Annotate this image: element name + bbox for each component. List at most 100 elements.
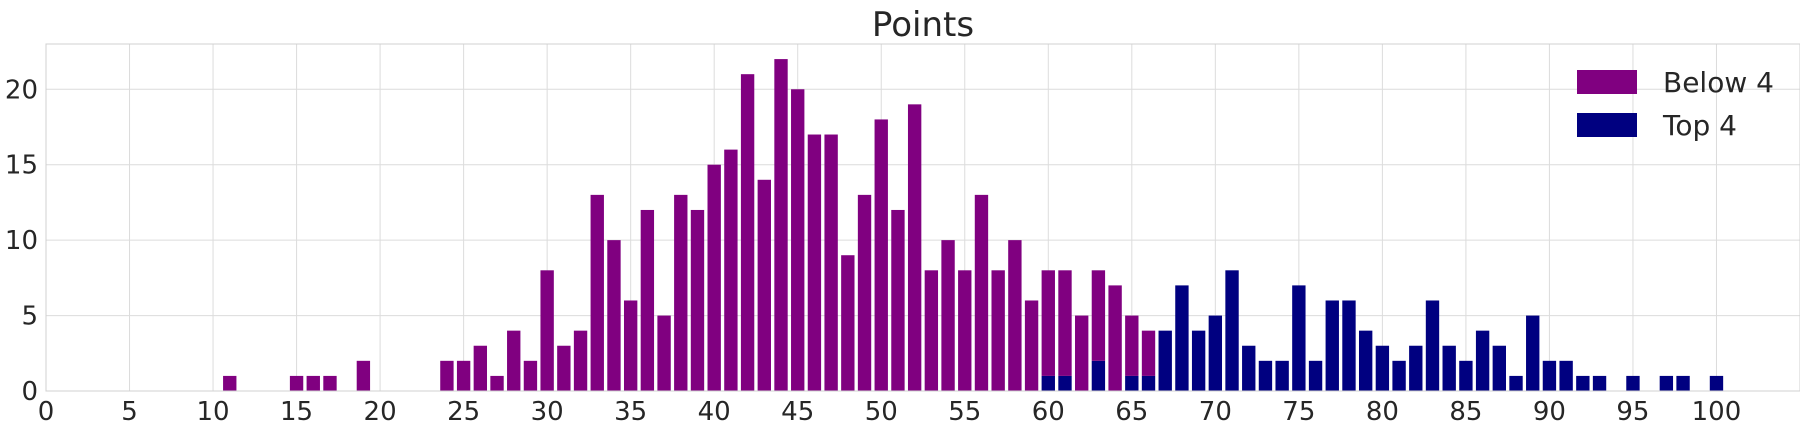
bar-below-4 (1008, 240, 1022, 391)
bar-below-4 (1024, 300, 1039, 391)
bar-below-4 (623, 300, 638, 391)
bar-below-4 (774, 59, 788, 392)
bar-top-4 (1308, 360, 1323, 391)
bar-below-4 (707, 164, 721, 391)
x-tick-label: 30 (531, 397, 564, 427)
bar-below-4 (440, 360, 454, 391)
legend: Below 4 Top 4 (1577, 66, 1774, 142)
legend-swatch-top-4 (1577, 113, 1637, 137)
bar-below-4 (740, 74, 755, 391)
bar-below-4 (590, 194, 604, 391)
bar-below-4 (223, 375, 237, 391)
bar-below-4 (891, 209, 905, 391)
legend-label-below-4: Below 4 (1663, 66, 1774, 99)
bar-below-4 (473, 345, 488, 391)
bar-top-4 (1475, 330, 1490, 391)
bar-below-4 (1108, 285, 1122, 391)
bar-below-4 (607, 240, 621, 391)
x-tick-label: 60 (1032, 397, 1065, 427)
bar-top-4 (1242, 345, 1256, 391)
bar-below-4 (640, 209, 655, 391)
bar-top-4 (1392, 360, 1406, 391)
x-tick-label: 95 (1616, 397, 1649, 427)
bar-top-4 (1125, 375, 1139, 391)
bar-top-4 (1459, 360, 1473, 391)
bar-below-4 (490, 375, 504, 391)
x-tick-label: 85 (1449, 397, 1482, 427)
bar-top-4 (1275, 360, 1289, 391)
bar-below-4 (323, 375, 337, 391)
x-tick-label: 80 (1366, 397, 1399, 427)
x-tick-label: 10 (197, 397, 230, 427)
x-tick-label: 65 (1115, 397, 1148, 427)
bar-top-4 (1041, 375, 1055, 391)
bar-below-4 (1058, 270, 1072, 376)
bar-below-4 (289, 375, 304, 391)
bar-top-4 (1141, 375, 1156, 391)
bar-below-4 (507, 330, 521, 391)
bar-top-4 (1258, 360, 1273, 391)
bar-below-4 (791, 89, 805, 392)
bar-below-4 (991, 270, 1005, 391)
bar-top-4 (1375, 345, 1390, 391)
bar-below-4 (824, 134, 838, 392)
bar-top-4 (1526, 315, 1540, 391)
bar-below-4 (1125, 315, 1139, 376)
bar-below-4 (958, 270, 972, 391)
bar-below-4 (724, 149, 738, 391)
bar-below-4 (657, 315, 671, 391)
legend-swatch-below-4 (1577, 70, 1637, 94)
y-tick-label: 20 (5, 75, 38, 105)
x-tick-label: 5 (121, 397, 138, 427)
bar-top-4 (1576, 375, 1590, 391)
bar-below-4 (573, 330, 588, 391)
bar-top-4 (1676, 375, 1690, 391)
bar-top-4 (1709, 375, 1724, 391)
bar-below-4 (1075, 315, 1089, 391)
x-tick-label: 90 (1533, 397, 1566, 427)
bar-below-4 (874, 119, 888, 391)
bar-top-4 (1409, 345, 1423, 391)
y-tick-labels: 0 5 10 15 20 (5, 75, 38, 407)
bar-top-4 (1509, 375, 1523, 391)
bar-below-4 (857, 194, 872, 391)
chart-title: Points (872, 5, 974, 45)
bar-top-4 (1492, 345, 1506, 391)
bar-below-4 (941, 240, 955, 391)
bar-top-4 (1425, 300, 1440, 391)
bar-top-4 (1659, 375, 1674, 391)
bar-below-4 (690, 209, 705, 391)
bar-below-4 (974, 194, 989, 391)
bar-below-4 (456, 360, 471, 391)
bar-top-4 (1342, 300, 1356, 391)
bar-top-4 (1325, 300, 1339, 391)
bar-below-4 (540, 270, 554, 391)
bar-below-4 (557, 345, 571, 391)
x-tick-label: 100 (1692, 397, 1742, 427)
bar-below-4 (807, 134, 822, 392)
bar-top-4 (1442, 345, 1456, 391)
legend-label-top-4: Top 4 (1662, 109, 1737, 142)
bar-top-4 (1592, 375, 1607, 391)
bar-below-4 (841, 255, 855, 391)
x-tick-label: 35 (614, 397, 647, 427)
bar-below-4 (1041, 270, 1055, 376)
bar-below-4 (1141, 330, 1156, 376)
bar-top-4 (1208, 315, 1223, 391)
x-tick-label: 15 (280, 397, 313, 427)
bar-top-4 (1542, 360, 1557, 391)
y-tick-label: 5 (21, 302, 38, 332)
y-tick-label: 10 (5, 226, 38, 256)
bar-top-4 (1191, 330, 1206, 391)
bar-top-4 (1158, 330, 1172, 391)
bar-below-4 (924, 270, 939, 391)
x-tick-label: 20 (364, 397, 397, 427)
bar-below-4 (757, 179, 771, 391)
bar-below-4 (523, 360, 538, 391)
bar-top-4 (1175, 285, 1189, 391)
bar-below-4 (356, 360, 371, 391)
y-tick-label: 15 (5, 151, 38, 181)
x-tick-labels: 0 5 10 15 20 25 30 35 40 45 50 55 60 65 70 75 80 85 90 95 10… (38, 397, 1742, 427)
